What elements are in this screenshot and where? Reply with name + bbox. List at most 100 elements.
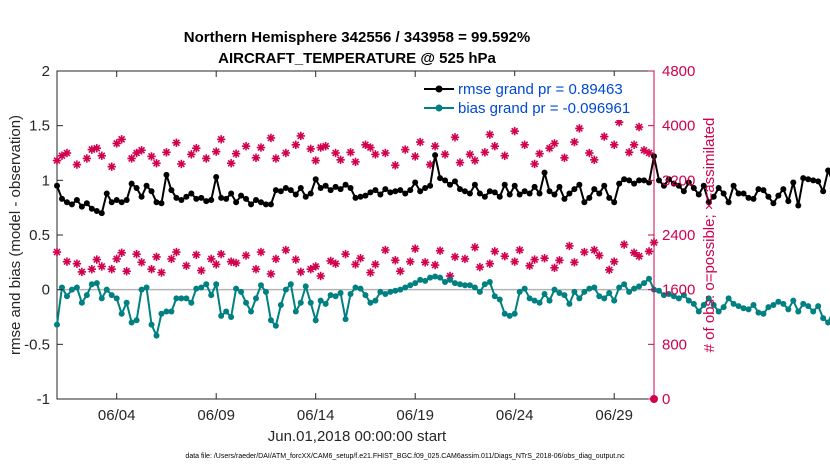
obs-marker [241, 141, 251, 151]
bias-point [810, 308, 817, 315]
rmse-point [223, 195, 230, 202]
bias-point [740, 305, 747, 312]
rmse-point [516, 191, 523, 198]
rmse-point [825, 167, 830, 174]
obs-marker [366, 268, 375, 277]
obs-marker [147, 264, 156, 274]
rmse-point [626, 177, 633, 184]
rmse-point [536, 190, 543, 197]
rmse-point [307, 190, 314, 197]
obs-marker [565, 241, 574, 251]
rmse-point [272, 187, 279, 194]
bias-point [103, 286, 110, 293]
legend: rmse grand pr = 0.89463 bias grand pr = … [418, 76, 650, 120]
rmse-point [700, 182, 707, 189]
bias-point [636, 283, 643, 290]
obs-marker [510, 126, 519, 136]
bias-point [745, 306, 752, 313]
rmse-point [417, 188, 424, 195]
rmse-point [531, 183, 538, 190]
obs-marker [62, 257, 72, 266]
obs-marker [92, 144, 101, 153]
obs-marker [525, 261, 534, 270]
obs-marker [207, 254, 216, 264]
obs-marker [212, 260, 221, 269]
bias-point [765, 304, 772, 311]
bias-point [526, 295, 533, 302]
obs-marker [644, 148, 654, 158]
rmse-point [427, 182, 434, 189]
rmse-point [317, 184, 324, 191]
bias-point [536, 299, 543, 306]
rmse-point [267, 201, 274, 208]
bias-point [302, 283, 309, 290]
rmse-point [332, 183, 339, 190]
bias-point [243, 299, 250, 306]
obs-marker [172, 247, 181, 257]
bias-point [476, 288, 483, 295]
legend-bias-label: bias grand pr = -0.096961 [458, 100, 630, 117]
bias-point [113, 295, 120, 302]
bias-point [342, 316, 349, 323]
rmse-point [397, 187, 404, 194]
rmse-point [695, 191, 702, 198]
bias-point [710, 301, 717, 308]
obs-marker [256, 143, 266, 152]
obs-marker [97, 151, 106, 160]
bias-point [606, 289, 613, 296]
bias-point [138, 286, 145, 293]
obs-marker [480, 148, 490, 157]
bias-point [143, 284, 150, 291]
rmse-point [228, 190, 235, 197]
obs-marker [560, 153, 569, 162]
obs-marker [485, 259, 495, 268]
rmse-point [233, 199, 240, 206]
bias-point [357, 285, 364, 292]
bias-point [725, 295, 732, 302]
rmse-point [675, 182, 682, 189]
bias-point [233, 285, 240, 292]
rmse-point [466, 190, 473, 197]
x-tick-label: 06/04 [98, 407, 136, 424]
rmse-point [73, 197, 80, 204]
rmse-point [680, 188, 687, 195]
obs-marker [555, 256, 564, 265]
bias-point [153, 332, 160, 339]
legend-rmse-marker [435, 85, 443, 93]
obs-marker [629, 140, 639, 149]
obs-marker [97, 262, 106, 271]
obs-marker [530, 255, 539, 264]
bias-point [655, 287, 662, 294]
obs-marker [311, 156, 320, 165]
bias-point [442, 279, 449, 286]
bias-point [128, 319, 135, 326]
bias-point [397, 286, 404, 293]
rmse-point [785, 198, 792, 205]
obs-marker [455, 158, 465, 167]
obs-marker [251, 264, 261, 274]
bias-point [372, 297, 379, 304]
obs-marker [197, 266, 206, 275]
rmse-point [636, 177, 643, 184]
bias-point [770, 301, 777, 308]
obs-marker [321, 141, 330, 151]
bias-point [815, 303, 822, 310]
obs-marker [490, 247, 499, 256]
rmse-point [362, 192, 369, 199]
obs-marker [177, 159, 186, 169]
obs-marker [420, 258, 430, 267]
bias-point [337, 289, 344, 296]
bias-point [805, 303, 812, 310]
rmse-point [58, 195, 65, 202]
bias-point [287, 281, 294, 288]
obs-marker [231, 149, 241, 158]
rmse-point [596, 190, 603, 197]
bias-point [690, 300, 697, 307]
obs-marker [341, 249, 350, 259]
rmse-point [740, 190, 747, 197]
bias-point [282, 286, 289, 293]
y2-tick-label: 1600 [662, 282, 695, 299]
obs-marker [346, 148, 355, 157]
y2-tick-label: 2400 [662, 227, 695, 244]
rmse-point [611, 199, 618, 206]
